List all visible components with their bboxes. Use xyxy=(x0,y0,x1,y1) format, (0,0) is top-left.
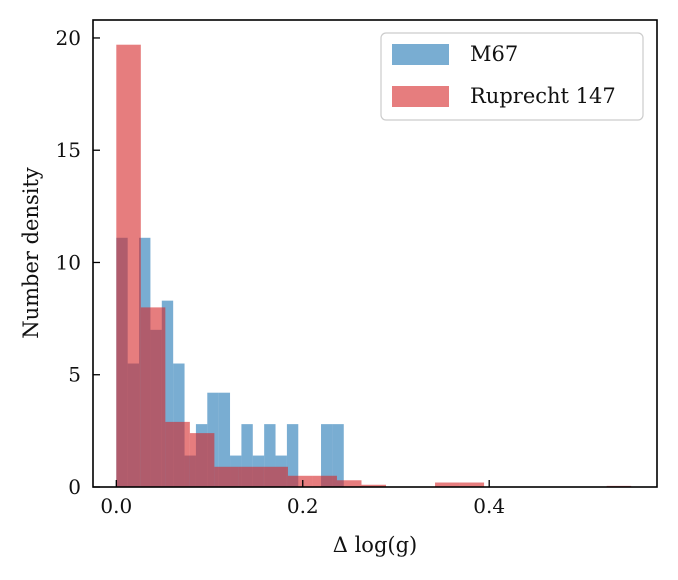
bar-ruprecht-147 xyxy=(116,44,141,488)
bar-ruprecht-147 xyxy=(214,466,239,487)
legend-label-ruprecht-147: Ruprecht 147 xyxy=(470,84,616,108)
y-tick-label: 20 xyxy=(56,26,81,50)
y-tick-label: 10 xyxy=(56,250,81,274)
ticks-layer: 0.0 0.2 0.4 0 5 10 15 20 xyxy=(56,26,506,518)
bar-m67 xyxy=(332,424,344,487)
legend-swatch-m67 xyxy=(392,44,449,65)
x-tick-label: 0.0 xyxy=(100,494,132,518)
bar-m67 xyxy=(286,424,299,487)
bar-ruprecht-147 xyxy=(435,482,460,487)
x-axis-label: Δ log(g) xyxy=(333,533,417,557)
bar-m67 xyxy=(264,424,276,487)
bar-ruprecht-147 xyxy=(459,482,485,487)
bar-ruprecht-147 xyxy=(165,421,190,487)
plot-frame xyxy=(92,19,658,488)
x-tick-label: 0.2 xyxy=(287,494,319,518)
bar-ruprecht-147 xyxy=(189,433,215,487)
bar-ruprecht-147 xyxy=(361,484,387,487)
bar-ruprecht-147 xyxy=(238,466,264,487)
bar-m67 xyxy=(321,424,333,487)
bar-m67 xyxy=(161,300,174,487)
legend-swatch-ruprecht-147 xyxy=(392,86,449,107)
bar-ruprecht-147 xyxy=(263,466,288,487)
x-tick-label: 0.4 xyxy=(473,494,505,518)
bars-layer xyxy=(116,44,632,488)
bar-ruprecht-147 xyxy=(312,475,337,487)
bar-ruprecht-147 xyxy=(140,307,166,487)
y-tick-label: 0 xyxy=(68,475,81,499)
legend: M67 Ruprecht 147 xyxy=(380,32,644,121)
bar-ruprecht-147 xyxy=(336,480,362,487)
bar-ruprecht-147 xyxy=(287,475,313,487)
y-tick-label: 5 xyxy=(68,363,81,387)
bar-m67 xyxy=(218,392,231,487)
bar-m67 xyxy=(241,424,253,487)
y-tick-label: 15 xyxy=(56,138,81,162)
legend-label-m67: M67 xyxy=(470,42,518,66)
y-axis-label: Number density xyxy=(19,167,43,339)
